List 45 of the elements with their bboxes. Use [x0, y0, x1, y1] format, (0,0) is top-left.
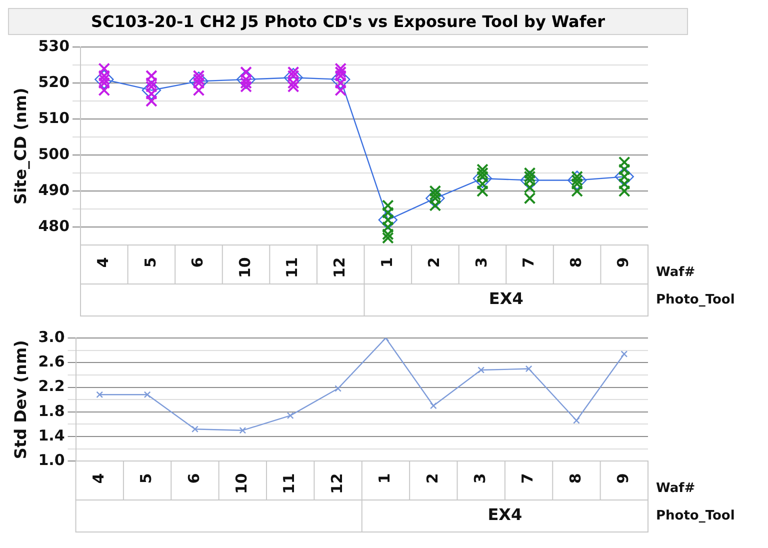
x-tick-label: 3 [472, 257, 490, 268]
text: EX4 [488, 289, 524, 308]
x-tick-label: 7 [518, 473, 537, 484]
y-tick-label: 1.0 [38, 451, 65, 470]
x-tick-label: 2 [423, 473, 442, 484]
x-tick-label: 5 [137, 473, 156, 484]
x-tick-label: 6 [188, 257, 207, 268]
x-tick-label: 10 [232, 473, 251, 494]
x-tick-label: 10 [236, 257, 254, 278]
x-tick-label: 5 [141, 257, 160, 268]
y-tick-label: 520 [38, 72, 70, 91]
text: Photo_Tool [656, 292, 735, 308]
x-tick-label: 9 [614, 473, 632, 484]
x-tick-label: 2 [425, 257, 444, 268]
x-tick-label: 8 [566, 257, 585, 268]
x-tick-label: 3 [470, 473, 489, 484]
y-tick-label: 530 [38, 36, 70, 55]
x-tick-label: 11 [283, 257, 302, 278]
x-tick-label: 12 [330, 257, 348, 278]
text: Photo_Tool [656, 508, 735, 524]
x-tick-label: 8 [566, 473, 584, 484]
chart-title: SC103-20-1 CH2 J5 Photo CD's vs Exposure Tool by Wafer [8, 8, 688, 35]
x-tick-label: 1 [378, 257, 396, 268]
x-tick-label: 1 [376, 473, 394, 484]
y-tick-label: 500 [38, 144, 70, 163]
text: EX4 [488, 505, 522, 524]
y-tick-label: 3.0 [38, 328, 65, 346]
x-tick-label: 4 [94, 257, 112, 268]
x-tick-label: 4 [90, 473, 108, 484]
y-axis-title: Site_CD (nm) [10, 88, 30, 204]
y-axis-title: Std Dev (nm) [10, 340, 30, 460]
text: Waf# [656, 480, 696, 496]
y-tick-label: 480 [38, 217, 70, 236]
y-tick-label: 1.4 [38, 426, 65, 444]
x-tick-label: 12 [328, 473, 346, 494]
y-tick-label: 1.8 [38, 402, 65, 420]
x-tick-label: 9 [614, 257, 632, 268]
text: Waf# [656, 264, 696, 280]
y-tick-label: 2.6 [38, 352, 65, 371]
x-tick-label: 6 [184, 473, 203, 484]
y-tick-label: 2.2 [38, 377, 65, 396]
x-tick-label: 7 [520, 257, 538, 268]
x-tick-label: 11 [280, 473, 298, 494]
y-tick-label: 490 [38, 180, 70, 199]
y-tick-label: 510 [38, 108, 70, 127]
